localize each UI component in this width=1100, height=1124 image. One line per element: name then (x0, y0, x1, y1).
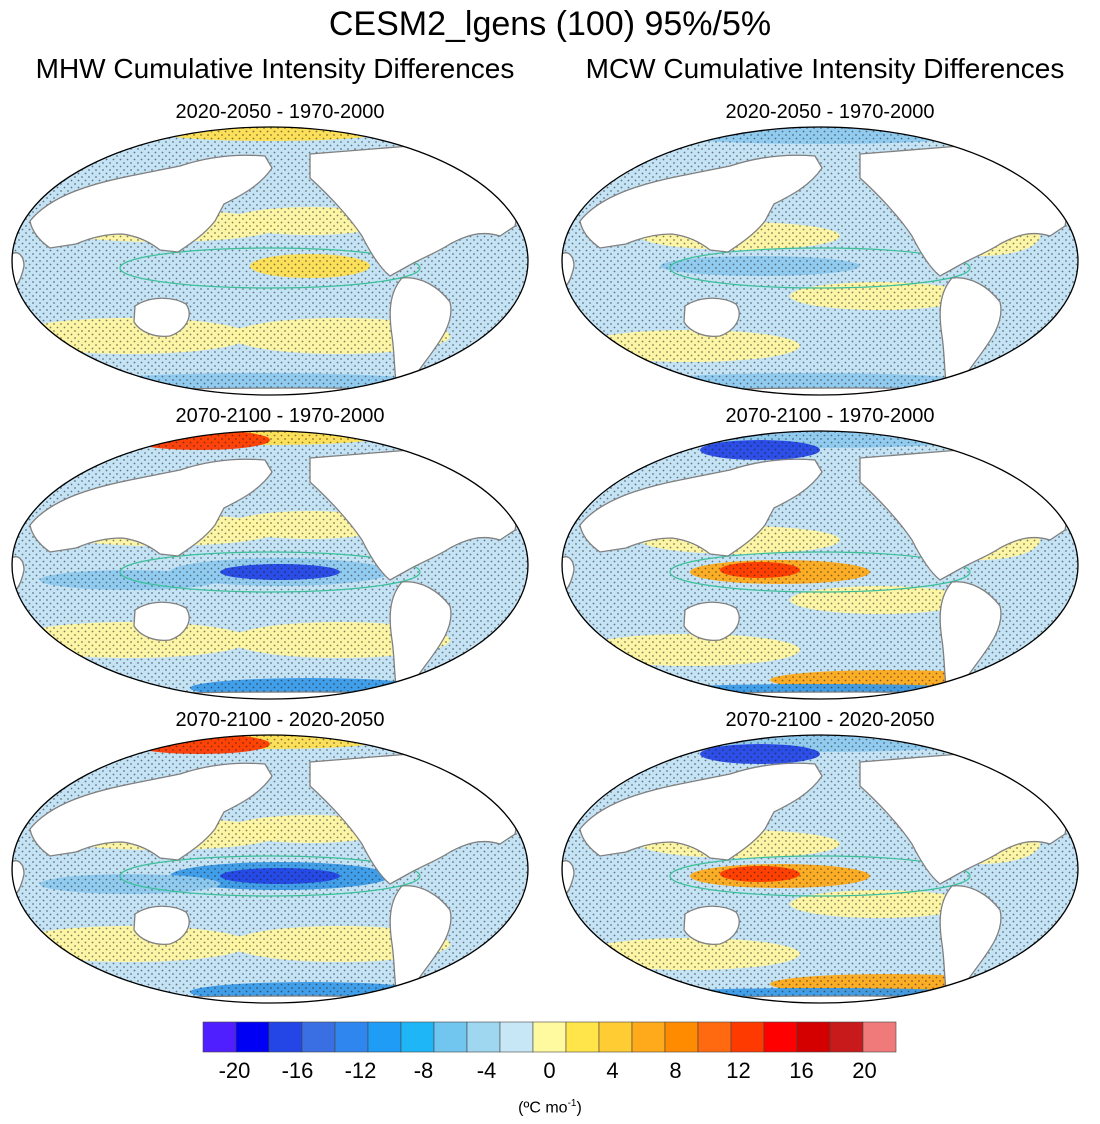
colorbar-tick-label: -20 (218, 1058, 251, 1083)
contour-line (669, 247, 971, 289)
colorbar-tick-label: -8 (413, 1058, 434, 1083)
contour-line (119, 855, 421, 897)
colorbar-swatch (532, 1021, 567, 1053)
map-panel-mhw-3: 2070-2100 - 2020-2050 (10, 708, 550, 1008)
colorbar-swatch (235, 1021, 270, 1053)
land-mass (29, 762, 273, 861)
world-map (561, 126, 1079, 396)
land-mass (79, 995, 481, 1003)
colorbar-swatch (697, 1021, 732, 1053)
colorbar-swatch (631, 1021, 666, 1053)
colorbar-tick-label: 12 (726, 1058, 751, 1083)
land-mass (629, 995, 1031, 1003)
anomaly-region (410, 692, 490, 699)
map-panel-mcw-3: 2070-2100 - 2020-2050 (560, 708, 1100, 1008)
map-panel-mhw-2: 2070-2100 - 1970-2000 (10, 404, 550, 704)
map-panel-mcw-1: 2020-2050 - 1970-2000 (560, 100, 1100, 400)
land-mass (389, 581, 452, 699)
colorbar-swatch (862, 1021, 897, 1053)
world-map (11, 126, 529, 396)
land-mass (79, 387, 481, 395)
panel-title: 2070-2100 - 2020-2050 (725, 709, 935, 731)
colorbar-swatches (202, 1021, 897, 1053)
colorbar-swatch (202, 1021, 237, 1053)
land-mass (389, 885, 452, 1003)
land-mass (133, 297, 190, 338)
mcw-column-title: MCW Cumulative Intensity Differences (585, 53, 1065, 84)
colorbar-tick-label: 20 (852, 1058, 877, 1083)
colorbar-tick-label: -12 (344, 1058, 377, 1083)
map-border (561, 430, 1079, 700)
map-border (11, 430, 529, 700)
colorbar-swatch (334, 1021, 369, 1053)
land-mass (939, 581, 1002, 699)
land-mass (79, 691, 481, 699)
land-mass (683, 905, 740, 946)
land-mass (939, 885, 1002, 1003)
contour-line (119, 551, 421, 593)
colorbar-tick-label: -4 (476, 1058, 497, 1083)
figure-title: CESM2_lgens (100) 95%/5% (328, 5, 772, 43)
colorbar-tick-label: 16 (789, 1058, 814, 1083)
colorbar-swatch (796, 1021, 831, 1053)
colorbar-swatch (730, 1021, 765, 1053)
colorbar-swatch (598, 1021, 633, 1053)
land-mass (683, 297, 740, 338)
colorbar-swatch (565, 1021, 600, 1053)
colorbar-swatch (763, 1021, 798, 1053)
colorbar-unit: (ºC mo-1) (518, 1098, 582, 1117)
panel-title: 2070-2100 - 1970-2000 (725, 405, 935, 427)
land-mass (29, 154, 273, 253)
map-border (11, 126, 529, 396)
colorbar-tick-label: 0 (543, 1058, 556, 1083)
colorbar-tick-label: 8 (669, 1058, 682, 1083)
anomaly-region (410, 996, 490, 1003)
land-mass (579, 762, 823, 861)
panel-title: 2020-2050 - 1970-2000 (725, 101, 935, 123)
world-map (11, 430, 529, 700)
world-map (561, 734, 1079, 1004)
map-panel-mcw-2: 2070-2100 - 1970-2000 (560, 404, 1100, 704)
land-mass (29, 458, 273, 557)
panel-title: 2070-2100 - 2020-2050 (175, 709, 385, 731)
panel-title: 2020-2050 - 1970-2000 (175, 101, 385, 123)
land-mass (939, 277, 1002, 395)
colorbar-tick-label: 4 (606, 1058, 619, 1083)
colorbar-swatch (268, 1021, 303, 1053)
colorbar-swatch (301, 1021, 336, 1053)
world-map (561, 430, 1079, 700)
colorbar-swatch (466, 1021, 501, 1053)
panel-title: 2070-2100 - 1970-2000 (175, 405, 385, 427)
land-mass (579, 458, 823, 557)
map-border (561, 734, 1079, 1004)
contour-line (669, 855, 971, 897)
colorbar-swatch (499, 1021, 534, 1053)
colorbar-swatch (433, 1021, 468, 1053)
world-map (11, 734, 529, 1004)
colorbar-swatch (400, 1021, 435, 1053)
colorbar-swatch (829, 1021, 864, 1053)
land-mass (683, 601, 740, 642)
land-mass (629, 387, 1031, 395)
colorbar (0, 1018, 1100, 1124)
land-mass (389, 277, 452, 395)
land-mass (133, 601, 190, 642)
land-mass (629, 691, 1031, 699)
map-panel-mhw-1: 2020-2050 - 1970-2000 (10, 100, 550, 400)
contour-line (119, 247, 421, 289)
colorbar-tick-label: -16 (281, 1058, 314, 1083)
land-mass (133, 905, 190, 946)
map-border (561, 126, 1079, 396)
land-mass (579, 154, 823, 253)
colorbar-swatch (664, 1021, 699, 1053)
colorbar-swatch (367, 1021, 402, 1053)
map-border (11, 734, 529, 1004)
mhw-column-title: MHW Cumulative Intensity Differences (35, 53, 515, 84)
contour-line (669, 551, 971, 593)
